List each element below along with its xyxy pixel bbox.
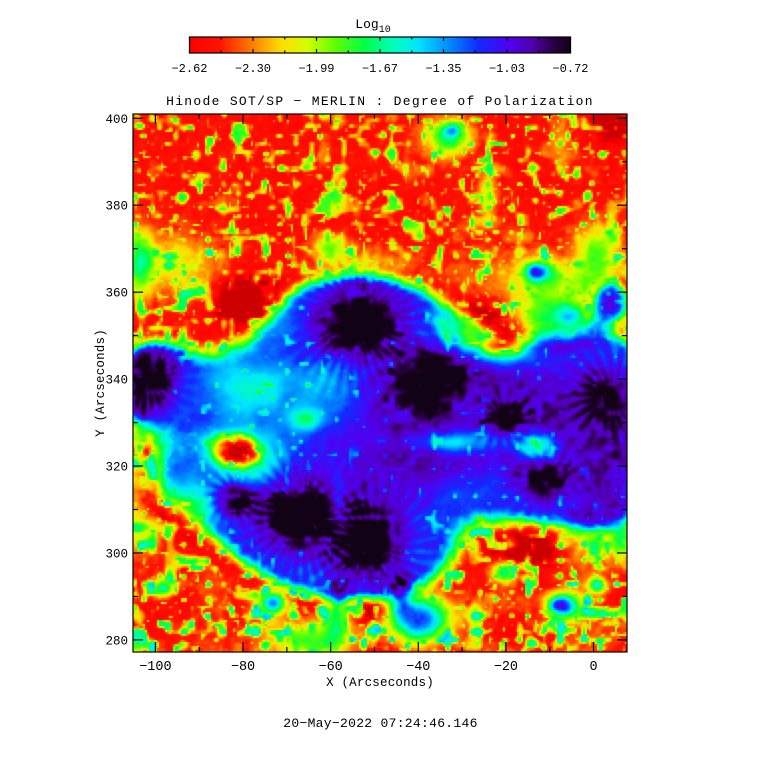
svg-text:400: 400 <box>105 113 128 127</box>
svg-text:−1.67: −1.67 <box>362 62 398 76</box>
svg-text:−60: −60 <box>318 660 342 675</box>
svg-text:−2.30: −2.30 <box>235 62 271 76</box>
svg-text:−20: −20 <box>494 660 518 675</box>
svg-text:320: 320 <box>105 461 128 475</box>
svg-text:340: 340 <box>105 374 128 388</box>
svg-text:−1.03: −1.03 <box>489 62 525 76</box>
svg-text:380: 380 <box>105 200 128 214</box>
svg-text:−2.62: −2.62 <box>171 62 207 76</box>
svg-text:−80: −80 <box>231 660 255 675</box>
svg-text:−100: −100 <box>139 660 171 675</box>
svg-text:360: 360 <box>105 287 128 301</box>
svg-text:0: 0 <box>589 660 597 675</box>
svg-text:−1.99: −1.99 <box>298 62 334 76</box>
svg-text:−1.35: −1.35 <box>425 62 461 76</box>
svg-text:−0.72: −0.72 <box>552 62 588 76</box>
svg-text:280: 280 <box>105 634 128 648</box>
svg-text:300: 300 <box>105 547 128 561</box>
svg-text:−40: −40 <box>406 660 430 675</box>
